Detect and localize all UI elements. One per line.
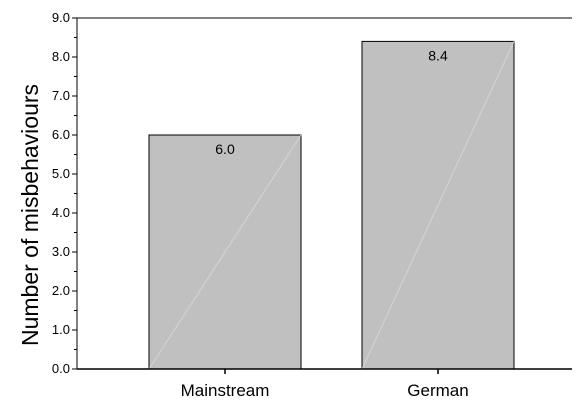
x-axis-labels: Mainstream German xyxy=(181,369,469,400)
y-tick-label: 4.0 xyxy=(52,205,70,220)
bar-shading-line xyxy=(361,41,515,370)
y-tick-label: 5.0 xyxy=(52,166,70,181)
y-tick-label: 3.0 xyxy=(52,244,70,259)
y-tick-label: 6.0 xyxy=(52,127,70,142)
y-tick-label: 8.0 xyxy=(52,49,70,64)
x-category-label: Mainstream xyxy=(181,381,270,400)
y-tick-label: 2.0 xyxy=(52,283,70,298)
y-tick-label: 7.0 xyxy=(52,88,70,103)
y-tick-label: 1.0 xyxy=(52,322,70,337)
bar-shading-line xyxy=(148,134,302,370)
y-axis-ticks: 0.0 1.0 2.0 3.0 4.0 5.0 6.0 7.0 8.0 9.0 xyxy=(52,10,77,376)
x-category-label: German xyxy=(407,381,468,400)
bar-data-label: 8.4 xyxy=(428,47,448,63)
y-axis-title: Number of misbehaviours xyxy=(17,84,43,346)
bars-group: 6.0 8.4 xyxy=(148,40,515,370)
bar-data-label: 6.0 xyxy=(215,141,235,157)
y-tick-label: 9.0 xyxy=(52,10,70,25)
y-tick-label: 0.0 xyxy=(52,361,70,376)
